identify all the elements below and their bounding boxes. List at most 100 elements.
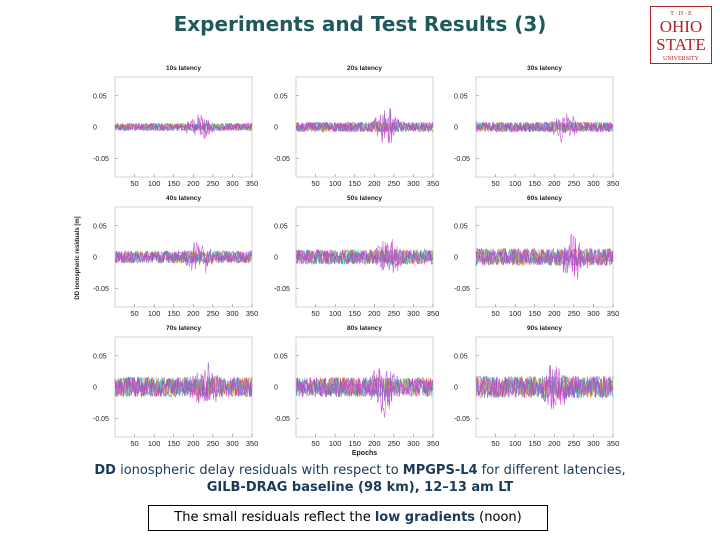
chart-panel-4: 40s latency 0.05 0 -0.05 50 100 150 200 250 300 35…	[93, 195, 258, 318]
x-tick-label: 350	[427, 309, 440, 318]
series-line-7	[114, 242, 253, 274]
logo-ohio: OHIO	[660, 17, 703, 36]
series-line-6	[114, 362, 253, 404]
series-line-7	[295, 238, 434, 273]
x-tick-label: 100	[148, 179, 161, 188]
y-tick-label: -0.05	[274, 156, 290, 163]
y-tick-label: -0.05	[93, 416, 109, 423]
x-tick-label: 300	[587, 309, 600, 318]
figure-caption: DD ionospheric delay residuals with resp…	[0, 462, 720, 496]
x-tick-label: 50	[491, 439, 499, 448]
x-tick-label: 50	[311, 309, 319, 318]
y-tick-label: 0.05	[454, 223, 468, 230]
chart-panel-5: 50s latency 0.05 0 -0.05 50 100 150 200 250 300 35…	[274, 195, 439, 318]
panel-title: 60s latency	[527, 195, 562, 202]
x-tick-label: 50	[130, 439, 138, 448]
x-tick-label: 100	[148, 309, 161, 318]
x-tick-label: 300	[587, 179, 600, 188]
chart-panel-6: 60s latency 0.05 0 -0.05 50 100 150 200 250 300 35…	[454, 195, 619, 318]
y-tick-label: 0	[274, 125, 278, 132]
series-line-5	[295, 377, 434, 398]
panel-title: 50s latency	[347, 195, 382, 202]
x-tick-label: 100	[329, 439, 342, 448]
chart-panel-8: 80s latency 0.05 0 -0.05 50 100 150 200 250 300 35…	[274, 325, 439, 448]
series-line-7	[475, 113, 614, 143]
callout-pre: The small residuals reflect the	[174, 510, 375, 525]
x-tick-label: 150	[528, 179, 541, 188]
x-tick-label: 300	[226, 439, 239, 448]
y-tick-label: 0.05	[274, 353, 288, 360]
x-tick-label: 150	[167, 179, 180, 188]
y-tick-label: 0.05	[93, 353, 107, 360]
x-tick-label: 350	[246, 179, 259, 188]
series-line-7	[295, 108, 434, 144]
panel-title: 90s latency	[527, 325, 562, 332]
x-tick-label: 250	[568, 439, 581, 448]
series-line-7	[114, 369, 253, 403]
series-line-6	[114, 242, 253, 267]
x-tick-label: 350	[246, 439, 259, 448]
x-tick-label: 50	[130, 309, 138, 318]
x-tick-label: 100	[509, 439, 522, 448]
series-line-4	[295, 376, 434, 397]
caption-prefix: DD	[94, 463, 116, 478]
x-tick-label: 200	[548, 179, 561, 188]
y-tick-label: 0	[93, 255, 97, 262]
y-tick-label: -0.05	[454, 416, 470, 423]
series-line-6	[475, 365, 614, 410]
x-tick-label: 300	[407, 309, 420, 318]
x-tick-label: 50	[130, 179, 138, 188]
chart-panel-2: 20s latency 0.05 0 -0.05 50 100 150 200 250 300 35…	[274, 65, 439, 188]
chart-panel-9: 90s latency 0.05 0 -0.05 50 100 150 200 250 300 35…	[454, 325, 619, 448]
y-tick-label: -0.05	[93, 286, 109, 293]
y-tick-label: -0.05	[274, 286, 290, 293]
x-tick-label: 350	[246, 309, 259, 318]
x-tick-label: 200	[368, 439, 381, 448]
x-tick-label: 200	[187, 309, 200, 318]
panel-title: 10s latency	[166, 65, 201, 72]
x-tick-label: 250	[207, 309, 220, 318]
y-tick-label: 0.05	[454, 353, 468, 360]
logo-the: T · H · E	[670, 11, 692, 17]
panel-title: 30s latency	[527, 65, 562, 72]
y-tick-label: 0	[274, 255, 278, 262]
x-tick-label: 250	[388, 439, 401, 448]
x-tick-label: 350	[607, 439, 620, 448]
x-tick-label: 150	[167, 309, 180, 318]
logo-university: UNIVERSITY	[663, 56, 700, 62]
x-tick-label: 350	[607, 179, 620, 188]
x-tick-label: 300	[587, 439, 600, 448]
y-tick-label: 0	[454, 255, 458, 262]
x-tick-label: 200	[187, 179, 200, 188]
x-tick-label: 250	[207, 179, 220, 188]
x-tick-label: 100	[509, 309, 522, 318]
x-tick-label: 150	[167, 439, 180, 448]
y-tick-label: 0	[93, 125, 97, 132]
x-tick-label: 250	[207, 439, 220, 448]
logo-state: STATE	[656, 35, 706, 54]
x-tick-label: 350	[427, 439, 440, 448]
y-tick-label: -0.05	[274, 416, 290, 423]
panel-title: 80s latency	[347, 325, 382, 332]
x-tick-label: 250	[388, 309, 401, 318]
x-tick-label: 300	[226, 309, 239, 318]
y-tick-label: 0.05	[93, 223, 107, 230]
chart-panel-7: 70s latency 0.05 0 -0.05 50 100 150 200 250 300 35…	[93, 325, 258, 448]
x-tick-label: 100	[148, 439, 161, 448]
panel-title: 20s latency	[347, 65, 382, 72]
series-line-7	[475, 365, 614, 407]
y-tick-label: 0.05	[274, 223, 288, 230]
x-tick-label: 350	[427, 179, 440, 188]
x-tick-label: 250	[388, 179, 401, 188]
x-tick-label: 150	[348, 439, 361, 448]
x-tick-label: 250	[568, 309, 581, 318]
series-line-6	[475, 237, 614, 277]
panel-title: 40s latency	[166, 195, 201, 202]
ohio-state-logo: T · H · E OHIO STATE UNIVERSITY	[650, 6, 712, 64]
caption-mid2: for different latencies,	[477, 463, 626, 478]
x-tick-label: 250	[568, 179, 581, 188]
chart-panel-1: 10s latency 0.05 0 -0.05 50 100 150 200 250 300 35…	[93, 65, 258, 188]
callout-post: (noon)	[475, 510, 522, 525]
x-tick-label: 100	[329, 309, 342, 318]
series-line-7	[475, 233, 614, 280]
